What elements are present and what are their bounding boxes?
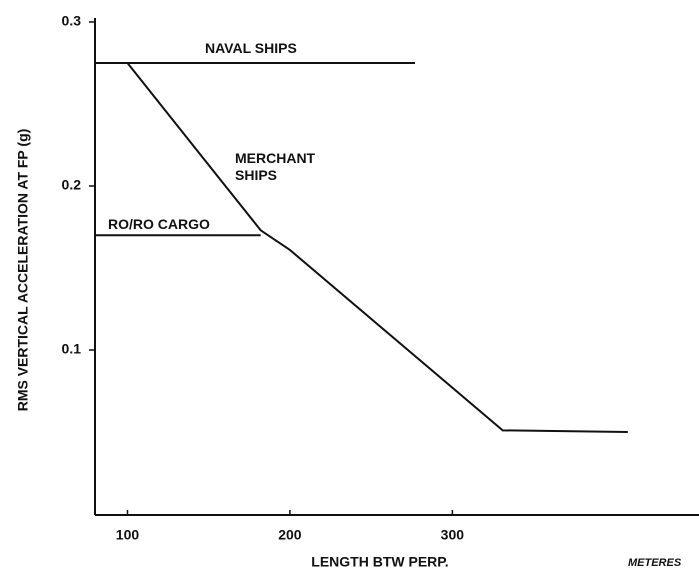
series-label: NAVAL SHIPS xyxy=(205,40,297,56)
x-tick-label: 100 xyxy=(116,527,140,543)
series-line xyxy=(126,62,628,433)
y-tick-label: 0.3 xyxy=(62,13,82,29)
series-label: RO/RO CARGO xyxy=(108,216,210,232)
y-tick-label: 0.2 xyxy=(62,177,82,193)
series-label: MERCHANT SHIPS xyxy=(235,150,316,183)
x-tick-label: 200 xyxy=(278,527,302,543)
x-tick-label: 300 xyxy=(441,527,465,543)
annotation: METERES xyxy=(628,557,682,569)
y-axis-label: RMS VERTICAL ACCELERATION AT FP (g) xyxy=(15,129,31,412)
y-tick-label: 0.1 xyxy=(62,341,82,357)
x-axis-label: LENGTH BTW PERP. xyxy=(311,554,448,570)
